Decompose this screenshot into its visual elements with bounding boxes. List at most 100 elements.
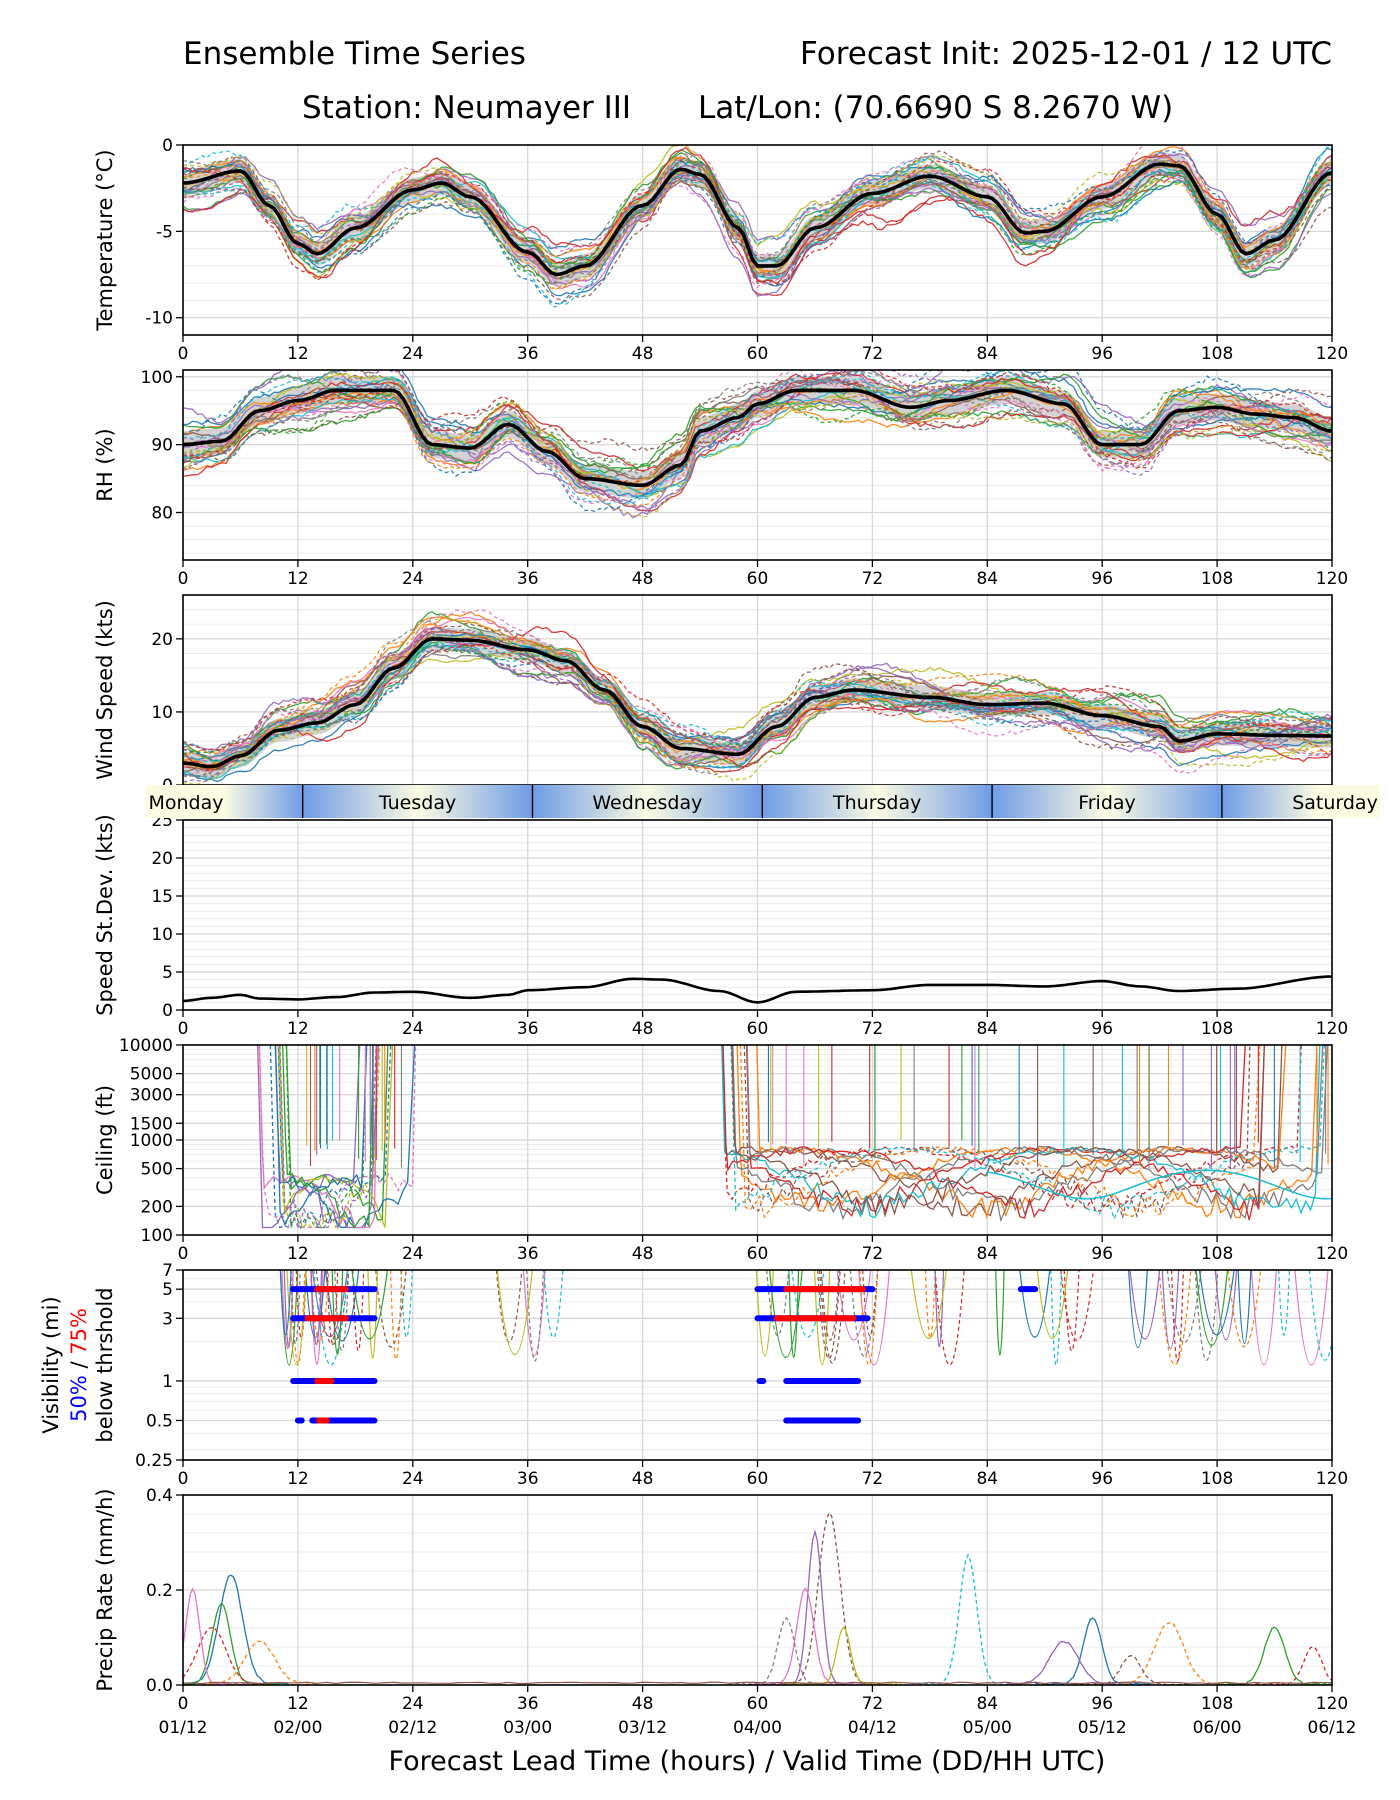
ensemble-spread-band [183,376,1332,499]
y-tick-label: 15 [151,887,173,907]
ensemble-member-line [745,1045,1266,1221]
y-tick-label: 100 [141,368,173,388]
y-tick-label: 3 [162,1309,173,1329]
ensemble-member-line [496,1270,533,1356]
y-tick-label: 10000 [119,1036,173,1056]
y-tick-label: 90 [151,436,173,456]
ensemble-member-line [304,1270,326,1339]
day-segment [992,785,1222,818]
ensemble-member-line [352,1270,365,1351]
ensemble-member-line [813,1270,831,1366]
x-tick-label: 120 [1316,344,1348,364]
ensemble-member-line [820,1270,840,1341]
ensemble-member-line [1278,1270,1291,1336]
plot-area [183,370,1332,519]
ensemble-member-line [334,1270,350,1351]
ensemble-member-line [324,1270,360,1342]
y-tick-label: 500 [141,1160,173,1180]
ensemble-member-line [721,1045,1321,1219]
y-tick-label: 1500 [130,1114,173,1134]
ensemble-member-line [281,1045,375,1229]
ensemble-member-line [771,1511,887,1685]
ensemble-member-line [1036,1270,1069,1339]
y-axis-label: Speed St.Dev. (kts) [93,814,117,1016]
ensemble-member-line [1214,1270,1238,1341]
x-tick-label: 96 [1091,1244,1113,1264]
y-tick-label: 0.4 [146,1486,173,1506]
ensemble-member-line [375,1270,407,1348]
vis-legend-75: 75% [67,1308,91,1355]
x-tick-label: 0 [178,1469,189,1489]
vis-legend-50: 50% [67,1375,91,1422]
x-tick-label: 48 [632,1019,654,1039]
ensemble-member-line [731,1045,1265,1218]
x-tick-label: 12 [287,1694,309,1714]
ensemble-member-line [183,155,1332,277]
vis-legend-suffix: below thrshold [93,1287,117,1442]
x-tick-label: 108 [1201,1694,1233,1714]
ensemble-member-line [183,370,1332,519]
y-tick-label: -5 [156,222,173,242]
y-tick-label: 0.25 [135,1451,173,1471]
x-tick-label: 96 [1091,1694,1113,1714]
x-tick-label: 72 [862,1694,884,1714]
ensemble-member-line [1019,1270,1051,1338]
ensemble-member-line [1227,1270,1262,1348]
x-tick-label: 96 [1091,344,1113,364]
y-tick-label: 80 [151,504,173,524]
y-tick-label: 1 [162,1372,173,1392]
x-tick-label: 36 [517,344,539,364]
day-label: Tuesday [378,792,456,814]
ensemble-member-line [183,160,1332,270]
x-tick-label: 60 [747,569,769,589]
ensemble-member-line [311,1270,349,1338]
ensemble-member-line [817,1270,841,1360]
ensemble-member-line [313,1270,349,1366]
ensemble-member-line [836,1270,872,1341]
ensemble-member-line [1006,1640,1122,1685]
x-axis-label: Forecast Lead Time (hours) / Valid Time … [389,1746,1106,1777]
ensemble-member-line [526,1270,544,1362]
plot-area [257,1045,1332,1230]
ensemble-member-line [747,1587,863,1685]
day-label: Wednesday [592,792,702,814]
ensemble-member-line [183,633,1332,770]
x-tick-label: 24 [402,1019,424,1039]
ensemble-member-line [183,370,1332,512]
ensemble-member-line [721,1045,1283,1218]
ensemble-member-line [183,643,1332,755]
y-tick-label: 3000 [130,1086,173,1106]
title-left: Ensemble Time Series [183,36,526,72]
x-tick-label: 72 [862,1019,884,1039]
x-tick-label: 108 [1201,1244,1233,1264]
title-right: Forecast Init: 2025-12-01 / 12 UTC [800,36,1332,72]
ensemble-member-line [183,1681,1332,1685]
y-tick-label: 1000 [130,1131,173,1151]
valid-time-label: 05/12 [1078,1718,1127,1738]
ensemble-member-line [1161,1270,1180,1350]
ensemble-member-line [183,627,1332,778]
valid-time-label: 05/00 [963,1718,1012,1738]
ensemble-member-line [1255,1645,1332,1685]
ensemble-member-line [183,379,1332,483]
day-segment [302,785,533,818]
x-tick-label: 60 [747,1694,769,1714]
ensemble-member-line [183,391,1332,507]
ensemble-member-line [732,1045,1324,1221]
ensemble-member-line [755,1270,774,1357]
x-tick-label: 0 [178,344,189,364]
x-tick-label: 72 [862,569,884,589]
y-tick-label: 0 [162,1001,173,1021]
x-tick-label: 12 [287,344,309,364]
x-tick-label: 84 [976,1694,998,1714]
ensemble-member-line [522,1270,546,1357]
x-tick-label: 84 [976,1244,998,1264]
day-label: Saturday [1292,792,1378,814]
ensemble-member-line [743,1045,1251,1219]
x-tick-label: 48 [632,344,654,364]
y-axis-label: Visibility (mi) [39,1296,63,1433]
ensemble-member-line [1035,1617,1151,1685]
x-tick-label: 120 [1316,1469,1348,1489]
ensemble-mean-line [183,636,1332,769]
x-tick-label: 60 [747,1469,769,1489]
